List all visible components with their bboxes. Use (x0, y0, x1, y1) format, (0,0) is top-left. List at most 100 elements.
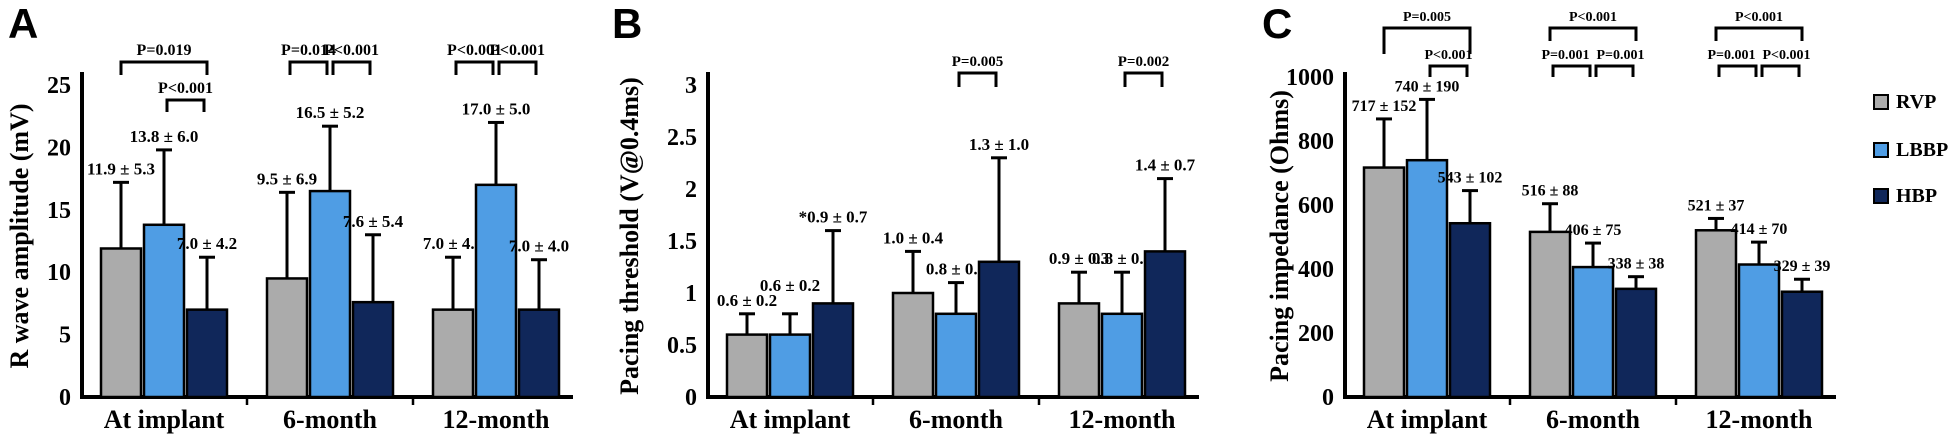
value-label: 740 ± 190 (1395, 78, 1460, 95)
p-value-label: P<0.001 (447, 42, 502, 59)
legend-label-lbbp: LBBP (1896, 139, 1949, 161)
legend-swatch-hbp (1873, 188, 1889, 204)
legend-item-hbp: HBP (1873, 186, 1937, 206)
significance-bracket (119, 60, 209, 75)
significance-bracket (1717, 64, 1758, 77)
value-label: 1.3 ± 1.0 (969, 135, 1029, 154)
value-label: 338 ± 38 (1608, 256, 1665, 273)
value-label: 516 ± 88 (1522, 183, 1579, 200)
panel-b-chart: B 0 0.5 1 1.5 2 2.5 3 Pacing threshold (V@0.4ms)… (612, 0, 1199, 434)
value-label: 1.4 ± 0.7 (1135, 156, 1196, 175)
x-category-label: 6-month (283, 405, 377, 434)
y-tick-label: 15 (47, 198, 71, 224)
y-tick-label: 1 (685, 281, 697, 307)
bar-hbp-undefined (185, 308, 229, 399)
value-label: 13.8 ± 6.0 (130, 127, 199, 146)
p-value-label: P=0.005 (952, 54, 1003, 70)
bar-hbp-undefined (1780, 290, 1824, 399)
p-value-label: P=0.001 (1707, 48, 1755, 63)
p-value-label: P<0.001 (158, 80, 213, 97)
value-label: 406 ± 75 (1565, 222, 1622, 239)
significance-bracket (1594, 64, 1635, 77)
panel-a-r-wave-amplitude: A 0 5 10 15 20 25 R wave amplitude (mV) 11.9 ± 5… (0, 0, 610, 438)
significance-bracket (454, 60, 495, 75)
panel-a-chart: A 0 5 10 15 20 25 R wave amplitude (mV) 11.9 ± 5… (5, 0, 573, 434)
bar-rvp-undefined (1362, 166, 1406, 399)
legend-item-lbbp: LBBP (1873, 140, 1948, 160)
p-value-label: P=0.002 (1118, 54, 1169, 70)
significance-bracket (497, 60, 538, 75)
value-label: 717 ± 152 (1352, 98, 1417, 115)
panel-letter: C (1262, 0, 1292, 47)
legend-label-rvp: RVP (1896, 91, 1937, 113)
y-tick-label: 25 (47, 73, 71, 99)
bar-rvp-undefined (1694, 229, 1738, 399)
value-label: 7.0 ± 4.0 (509, 237, 569, 256)
y-tick-label: 0 (685, 385, 697, 411)
panel-b-pacing-threshold: B 0 0.5 1 1.5 2 2.5 3 Pacing threshold (V@0.4ms)… (610, 0, 1260, 438)
bar-lbbp-undefined (474, 183, 518, 399)
bar-hbp-undefined (517, 308, 561, 399)
bar-hbp-undefined (1614, 287, 1658, 399)
bar-lbbp-undefined (1737, 263, 1781, 399)
bar-hbp-undefined (1448, 221, 1492, 399)
bar-rvp-undefined (431, 308, 475, 399)
value-label: 0.6 ± 0.2 (717, 291, 777, 310)
legend: RVP LBBP HBP (1845, 0, 1950, 438)
bar-lbbp-undefined (1571, 265, 1615, 399)
y-tick-label: 600 (1298, 193, 1334, 219)
value-label: 1.0 ± 0.4 (883, 228, 944, 247)
value-label: 414 ± 70 (1731, 221, 1788, 238)
significance-bracket (1714, 26, 1804, 41)
bar-rvp-undefined (1528, 230, 1572, 399)
x-category-label: 12-month (1069, 405, 1176, 434)
bar-lbbp-undefined (934, 312, 978, 399)
y-tick-label: 2 (685, 177, 697, 203)
p-value-label: P<0.001 (1569, 10, 1617, 25)
value-label: 543 ± 102 (1438, 170, 1503, 187)
p-value-label: P<0.001 (1735, 10, 1783, 25)
value-label: 0.6 ± 0.2 (760, 276, 820, 295)
value-label: *0.9 ± 0.7 (799, 208, 868, 227)
significance-bracket (1428, 64, 1469, 77)
bar-rvp-undefined (891, 291, 935, 399)
value-label: 521 ± 37 (1688, 197, 1745, 214)
value-label: 7.6 ± 5.4 (343, 212, 404, 231)
bar-rvp-undefined (1057, 302, 1101, 399)
x-category-label: 6-month (909, 405, 1003, 434)
x-category-label: At implant (1367, 405, 1488, 434)
p-value-label: P=0.005 (1403, 10, 1451, 25)
panel-letter: B (612, 0, 642, 47)
significance-bracket (1123, 71, 1164, 87)
significance-bracket (288, 60, 329, 75)
bar-lbbp-undefined (1405, 158, 1449, 399)
y-tick-label: 2.5 (667, 125, 697, 151)
y-tick-label: 800 (1298, 129, 1334, 155)
p-value-label: P<0.001 (490, 42, 545, 59)
y-tick-label: 400 (1298, 257, 1334, 283)
bar-hbp-undefined (977, 260, 1021, 399)
bar-lbbp-undefined (768, 333, 812, 399)
p-value-label: P=0.001 (1596, 48, 1644, 63)
y-axis-label: Pacing impedance (Ohms) (1265, 90, 1294, 382)
value-label: 9.5 ± 6.9 (257, 169, 317, 188)
panel-letter: A (8, 0, 38, 47)
significance-bracket (1382, 26, 1472, 54)
y-tick-label: 5 (59, 323, 71, 349)
value-label: 0.8 ± 0.4 (1092, 249, 1153, 268)
legend-swatch-lbbp (1873, 142, 1889, 158)
bar-rvp-undefined (725, 333, 769, 399)
y-tick-label: 0.5 (667, 333, 697, 359)
significance-bracket (1548, 26, 1638, 41)
legend-swatch-rvp (1873, 94, 1889, 110)
significance-bracket (957, 71, 998, 87)
p-value-label: P=0.019 (137, 42, 192, 59)
p-value-label: P<0.001 (324, 42, 379, 59)
significance-bracket (1551, 64, 1592, 77)
x-category-label: 12-month (1706, 405, 1813, 434)
value-label: 11.9 ± 5.3 (87, 159, 155, 178)
y-axis-label: Pacing threshold (V@0.4ms) (615, 77, 644, 395)
value-label: 7.0 ± 4.2 (423, 234, 483, 253)
